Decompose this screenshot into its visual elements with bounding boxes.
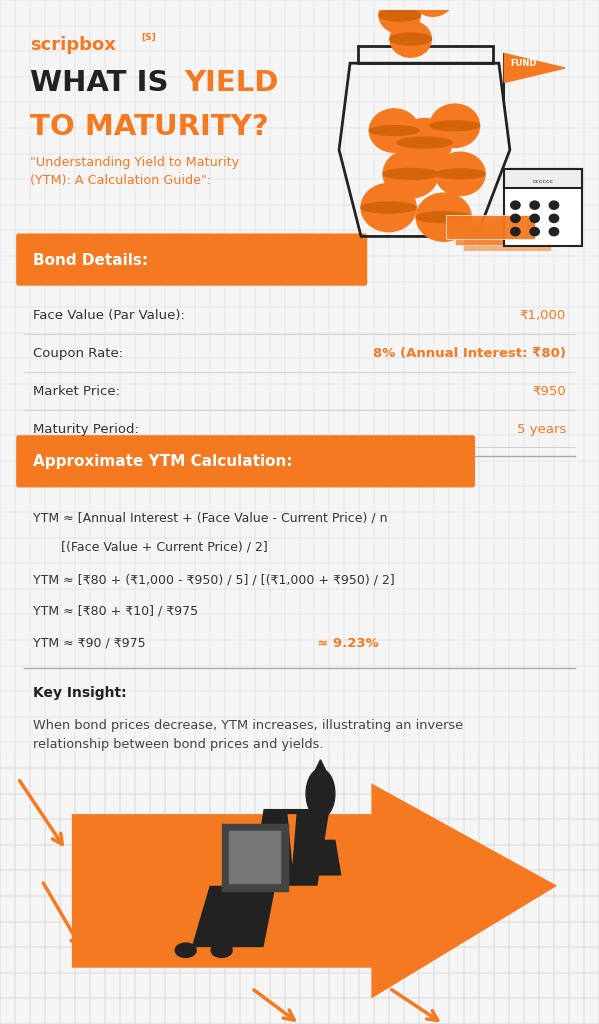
Circle shape bbox=[383, 150, 438, 198]
Bar bbox=[222, 824, 288, 891]
Polygon shape bbox=[288, 814, 297, 865]
Text: scripbox: scripbox bbox=[30, 36, 116, 54]
Text: WHAT IS: WHAT IS bbox=[30, 69, 179, 96]
Ellipse shape bbox=[435, 169, 485, 179]
Polygon shape bbox=[314, 760, 326, 772]
Circle shape bbox=[530, 214, 539, 222]
Ellipse shape bbox=[379, 9, 420, 22]
Circle shape bbox=[412, 0, 453, 16]
Polygon shape bbox=[192, 886, 252, 947]
Circle shape bbox=[361, 183, 416, 231]
Circle shape bbox=[511, 214, 520, 222]
Ellipse shape bbox=[430, 121, 480, 131]
Circle shape bbox=[416, 194, 471, 242]
Circle shape bbox=[397, 119, 452, 167]
Text: YTM ≈ [₹80 + (₹1,000 - ₹950) / 5] / [(₹1,000 + ₹950) / 2]: YTM ≈ [₹80 + (₹1,000 - ₹950) / 5] / [(₹1… bbox=[33, 573, 395, 586]
Text: Maturity Period:: Maturity Period: bbox=[33, 423, 139, 435]
Ellipse shape bbox=[361, 202, 416, 213]
Circle shape bbox=[549, 227, 559, 236]
Text: ₹950: ₹950 bbox=[533, 385, 566, 397]
Bar bbox=[504, 169, 582, 188]
Text: FUND: FUND bbox=[510, 58, 536, 68]
Text: TO MATURITY?: TO MATURITY? bbox=[30, 113, 268, 140]
Ellipse shape bbox=[383, 169, 438, 179]
Bar bbox=[504, 169, 582, 246]
Text: Coupon Rate:: Coupon Rate: bbox=[33, 347, 123, 359]
Bar bbox=[446, 215, 535, 239]
Text: Market Price:: Market Price: bbox=[33, 385, 120, 397]
Text: 5 years: 5 years bbox=[517, 423, 566, 435]
Text: When bond prices decrease, YTM increases, illustrating an inverse
relationship b: When bond prices decrease, YTM increases… bbox=[33, 719, 463, 752]
Text: cccccc: cccccc bbox=[533, 178, 553, 183]
FancyBboxPatch shape bbox=[16, 435, 475, 487]
Text: "Understanding Yield to Maturity
(YTM): A Calculation Guide":: "Understanding Yield to Maturity (YTM): … bbox=[30, 156, 239, 187]
Circle shape bbox=[530, 201, 539, 209]
Ellipse shape bbox=[370, 126, 419, 135]
Ellipse shape bbox=[176, 943, 196, 957]
Text: 8% (Annual Interest: ₹80): 8% (Annual Interest: ₹80) bbox=[373, 347, 566, 359]
Circle shape bbox=[379, 0, 420, 33]
Circle shape bbox=[549, 201, 559, 209]
Bar bbox=[229, 831, 280, 883]
Ellipse shape bbox=[412, 0, 453, 4]
Text: YTM ≈ ₹90 / ₹975: YTM ≈ ₹90 / ₹975 bbox=[33, 637, 146, 649]
Polygon shape bbox=[504, 53, 565, 83]
Polygon shape bbox=[311, 840, 341, 876]
Text: YTM ≈ [₹80 + ₹10] / ₹975: YTM ≈ [₹80 + ₹10] / ₹975 bbox=[33, 605, 198, 617]
Circle shape bbox=[306, 769, 335, 818]
Ellipse shape bbox=[211, 943, 232, 957]
Circle shape bbox=[435, 153, 485, 196]
Circle shape bbox=[530, 227, 539, 236]
Ellipse shape bbox=[416, 212, 471, 222]
Polygon shape bbox=[252, 809, 329, 886]
FancyBboxPatch shape bbox=[16, 233, 367, 286]
Text: [S]: [S] bbox=[141, 33, 156, 42]
Text: YTM ≈ [Annual Interest + (Face Value - Current Price) / n: YTM ≈ [Annual Interest + (Face Value - C… bbox=[33, 512, 388, 524]
Text: YIELD: YIELD bbox=[184, 69, 279, 96]
Circle shape bbox=[511, 201, 520, 209]
Text: Approximate YTM Calculation:: Approximate YTM Calculation: bbox=[33, 455, 292, 469]
Polygon shape bbox=[228, 886, 276, 947]
Ellipse shape bbox=[390, 33, 431, 45]
Circle shape bbox=[370, 109, 419, 153]
Bar bbox=[463, 227, 551, 251]
Circle shape bbox=[549, 214, 559, 222]
Bar bbox=[358, 46, 494, 63]
Text: ≈ 9.23%: ≈ 9.23% bbox=[308, 637, 379, 649]
Text: ₹1,000: ₹1,000 bbox=[520, 309, 566, 322]
Bar bbox=[455, 221, 543, 245]
Circle shape bbox=[430, 104, 480, 147]
Circle shape bbox=[511, 227, 520, 236]
Text: Face Value (Par Value):: Face Value (Par Value): bbox=[33, 309, 185, 322]
Ellipse shape bbox=[397, 137, 452, 148]
Circle shape bbox=[390, 22, 431, 57]
Polygon shape bbox=[72, 783, 557, 998]
Text: Bond Details:: Bond Details: bbox=[33, 253, 148, 267]
Text: Key Insight:: Key Insight: bbox=[33, 686, 126, 700]
Text: [(Face Value + Current Price) / 2]: [(Face Value + Current Price) / 2] bbox=[33, 541, 268, 553]
